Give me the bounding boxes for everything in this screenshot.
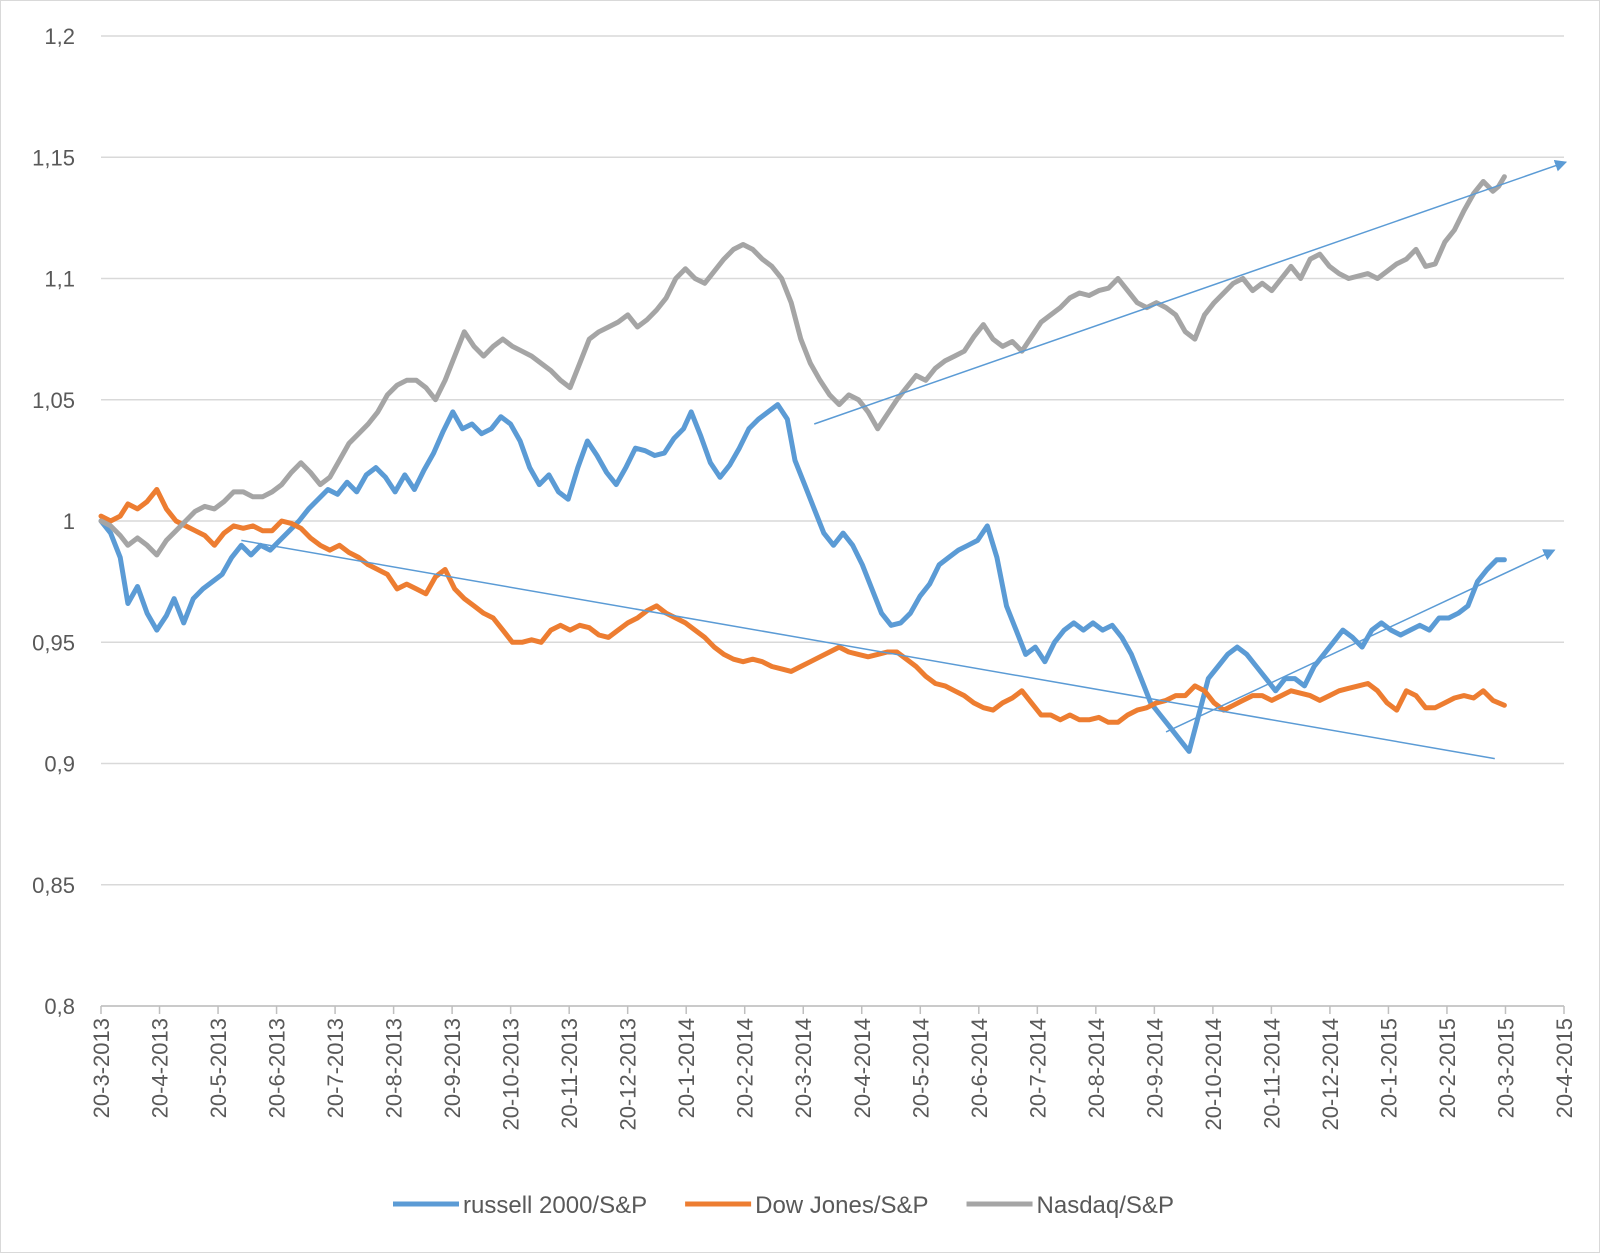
x-tick-label: 20-4-2014 <box>850 1018 875 1118</box>
series-line-3 <box>98 174 1507 558</box>
x-tick-label: 20-7-2013 <box>323 1018 348 1118</box>
x-tick-label: 20-9-2014 <box>1142 1018 1167 1118</box>
x-axis: 20-3-2013 20-4-2013 20-5-2013 20-6-2013 20-7… <box>89 1005 1577 1131</box>
y-tick-label: 0,9 <box>44 752 75 777</box>
x-tick-label: 20-8-2013 <box>382 1018 407 1118</box>
series-line-2 <box>98 487 1507 725</box>
x-tick-label: 20-1-2015 <box>1376 1018 1401 1118</box>
x-tick-label: 20-11-2014 <box>1259 1018 1284 1129</box>
x-tick-label: 20-9-2013 <box>440 1018 465 1118</box>
x-tick-label: 20-12-2013 <box>616 1018 641 1131</box>
x-tick-label: 20-4-2013 <box>148 1018 173 1118</box>
legend-label-2: Dow Jones/S&P <box>755 1192 928 1219</box>
x-tick-label: 20-1-2014 <box>674 1018 699 1118</box>
trendline-2 <box>241 539 1495 760</box>
x-tick-label: 20-10-2013 <box>499 1018 524 1131</box>
series-line-1 <box>98 402 1507 754</box>
y-tick-label: 1,1 <box>44 267 75 292</box>
x-tick-label: 20-11-2013 <box>557 1018 582 1129</box>
x-tick-label: 20-3-2014 <box>791 1018 816 1118</box>
y-tick-label: 1,05 <box>32 388 75 413</box>
y-axis: 0,8 0,85 0,9 0,95 1 1,05 1,1 1,15 1,2 <box>32 24 75 1019</box>
x-tick-label: 20-3-2013 <box>89 1018 114 1118</box>
x-tick-label: 20-6-2014 <box>967 1018 992 1118</box>
x-tick-label: 20-5-2014 <box>908 1018 933 1118</box>
gridlines <box>101 35 1564 1007</box>
x-tick-label: 20-2-2015 <box>1435 1018 1460 1118</box>
series-lines <box>98 174 1507 754</box>
y-tick-label: 1,2 <box>44 24 75 49</box>
y-tick-label: 0,85 <box>32 873 75 898</box>
x-tick-label: 20-2-2014 <box>733 1018 758 1118</box>
x-tick-label: 20-3-2015 <box>1493 1018 1518 1118</box>
y-tick-label: 0,95 <box>32 630 75 655</box>
y-tick-label: 1 <box>63 509 75 534</box>
x-tick-label: 20-4-2015 <box>1552 1018 1577 1118</box>
x-tick-label: 20-7-2014 <box>1025 1018 1050 1118</box>
x-tick-label: 20-12-2014 <box>1318 1018 1343 1131</box>
x-tick-label: 20-10-2014 <box>1201 1018 1226 1131</box>
x-tick-label: 20-5-2013 <box>206 1018 231 1118</box>
trendline-3 <box>1165 549 1556 733</box>
legend: russell 2000/S&P Dow Jones/S&P Nasdaq/S&P <box>393 1192 1174 1219</box>
legend-label-3: Nasdaq/S&P <box>1037 1192 1174 1219</box>
x-tick-label: 20-8-2014 <box>1084 1018 1109 1118</box>
legend-label-1: russell 2000/S&P <box>463 1192 647 1219</box>
trendline-1 <box>813 159 1568 425</box>
y-tick-label: 0,8 <box>44 994 75 1019</box>
y-tick-label: 1,15 <box>32 145 75 170</box>
trendlines <box>241 159 1568 760</box>
x-tick-label: 20-6-2013 <box>265 1018 290 1118</box>
